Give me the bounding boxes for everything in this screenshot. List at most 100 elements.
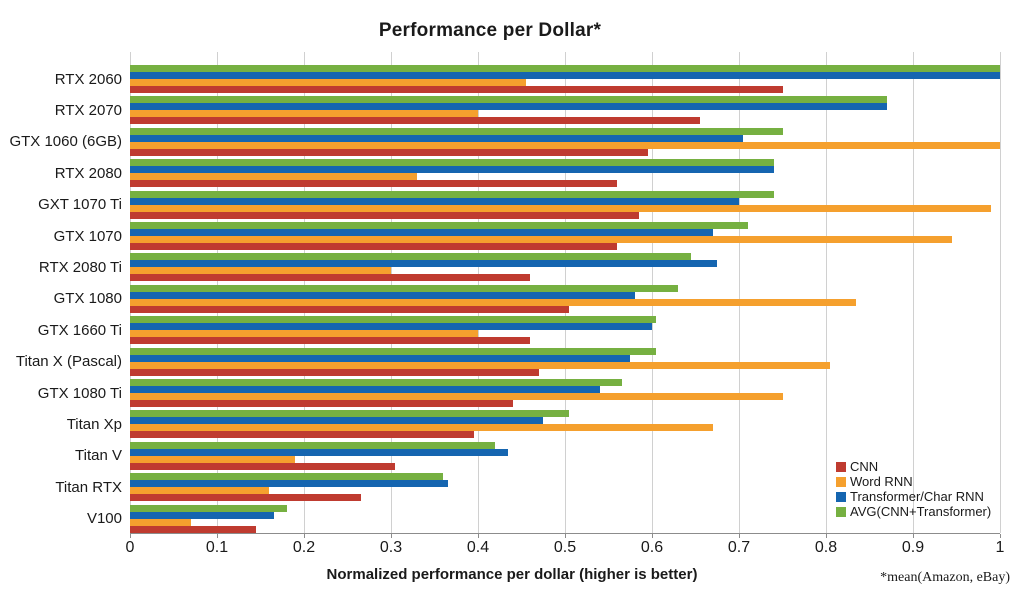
bar <box>130 204 992 212</box>
legend-label: Transformer/Char RNN <box>850 489 984 504</box>
bar <box>130 117 700 125</box>
bar <box>130 417 544 425</box>
bar <box>130 148 648 156</box>
bar <box>130 267 391 275</box>
bar <box>130 393 783 400</box>
x-axis-title: Normalized performance per dollar (highe… <box>326 566 698 583</box>
bar <box>130 305 570 313</box>
x-tick-mark <box>565 534 566 538</box>
bar <box>130 448 509 456</box>
bar <box>130 455 296 463</box>
bar-group <box>130 441 1000 470</box>
bar-group <box>130 504 1000 533</box>
bar <box>130 410 570 418</box>
legend-label: CNN <box>850 459 879 474</box>
bar <box>130 368 539 376</box>
x-tick-mark <box>391 534 392 538</box>
bar <box>130 441 496 449</box>
bar <box>130 134 744 142</box>
legend-item: AVG(CNN+Transformer) <box>836 504 991 519</box>
legend-swatch-icon <box>836 491 846 502</box>
y-axis-label: GTX 1080 Ti <box>37 384 122 402</box>
y-axis-label: Titan X (Pascal) <box>15 353 122 371</box>
bar <box>130 127 783 135</box>
bar <box>130 260 718 268</box>
bar <box>130 400 513 407</box>
bar <box>130 236 953 243</box>
bar <box>130 180 618 188</box>
y-axis-label: RTX 2080 Ti <box>38 258 122 276</box>
y-axis-label: RTX 2070 <box>54 101 122 119</box>
bar <box>130 379 622 386</box>
bar-group <box>130 379 1000 407</box>
x-tick-mark <box>913 534 914 538</box>
bar <box>130 462 396 470</box>
legend-swatch-icon <box>836 476 846 487</box>
bar-group <box>130 222 1000 250</box>
y-axis-label: GXT 1070 Ti <box>38 196 122 214</box>
bar <box>130 103 887 111</box>
bar <box>130 159 774 167</box>
bar-group <box>130 473 1000 502</box>
legend-swatch-icon <box>836 506 846 517</box>
bar <box>130 298 857 306</box>
y-axis-label: Titan RTX <box>55 478 122 496</box>
bar <box>130 494 361 502</box>
bar <box>130 361 831 369</box>
bar <box>130 354 631 362</box>
x-tick-label: 0 <box>125 539 135 556</box>
y-axis-label: Titan V <box>75 447 122 465</box>
bar <box>130 525 257 533</box>
bar-group <box>130 410 1000 439</box>
bar-group <box>130 253 1000 282</box>
bar <box>130 253 692 261</box>
y-axis-label: RTX 2080 <box>54 164 122 182</box>
bar <box>130 79 526 86</box>
bar-group <box>130 347 1000 376</box>
x-tick-label: 0.4 <box>466 539 490 556</box>
y-axis-label: GTX 1060 (6GB) <box>9 133 122 151</box>
bar-group <box>130 96 1000 125</box>
y-axis-label: V100 <box>86 510 122 528</box>
x-tick-label: 0.7 <box>727 539 751 556</box>
bar <box>130 424 713 432</box>
x-tick-mark <box>739 534 740 538</box>
y-axis-label: Titan Xp <box>66 415 122 433</box>
bar <box>130 337 531 345</box>
bar <box>130 518 191 526</box>
legend-swatch-icon <box>836 461 846 472</box>
gridline <box>913 52 914 533</box>
bar <box>130 166 774 174</box>
x-tick-mark <box>217 534 218 538</box>
bar <box>130 72 1000 79</box>
gridline <box>826 52 827 533</box>
bar <box>130 347 657 355</box>
x-tick-mark <box>652 534 653 538</box>
y-axis-label: RTX 2060 <box>54 70 122 88</box>
bar <box>130 243 618 250</box>
y-axis-label: GTX 1660 Ti <box>37 321 122 339</box>
gridline <box>652 52 653 533</box>
bar <box>130 141 1000 149</box>
bar <box>130 190 774 198</box>
footnote: *mean(Amazon, eBay) <box>880 570 1010 585</box>
legend-item: CNN <box>836 459 991 474</box>
bar <box>130 96 887 104</box>
x-tick-mark <box>304 534 305 538</box>
legend: CNN Word RNN Transformer/Char RNN AVG(CNN+T… <box>836 459 991 519</box>
x-tick-label: 0.9 <box>901 539 925 556</box>
bar <box>130 197 739 205</box>
legend-item: Transformer/Char RNN <box>836 489 991 504</box>
bar-group <box>130 316 1000 345</box>
x-tick-label: 1 <box>995 539 1005 556</box>
bar-group <box>130 284 1000 313</box>
bar <box>130 386 600 393</box>
bar <box>130 511 274 519</box>
x-tick-label: 0.6 <box>640 539 664 556</box>
bar-group <box>130 159 1000 188</box>
bar-group <box>130 127 1000 156</box>
x-tick-label: 0.5 <box>553 539 577 556</box>
bar <box>130 316 657 324</box>
x-tick-label: 0.1 <box>205 539 229 556</box>
